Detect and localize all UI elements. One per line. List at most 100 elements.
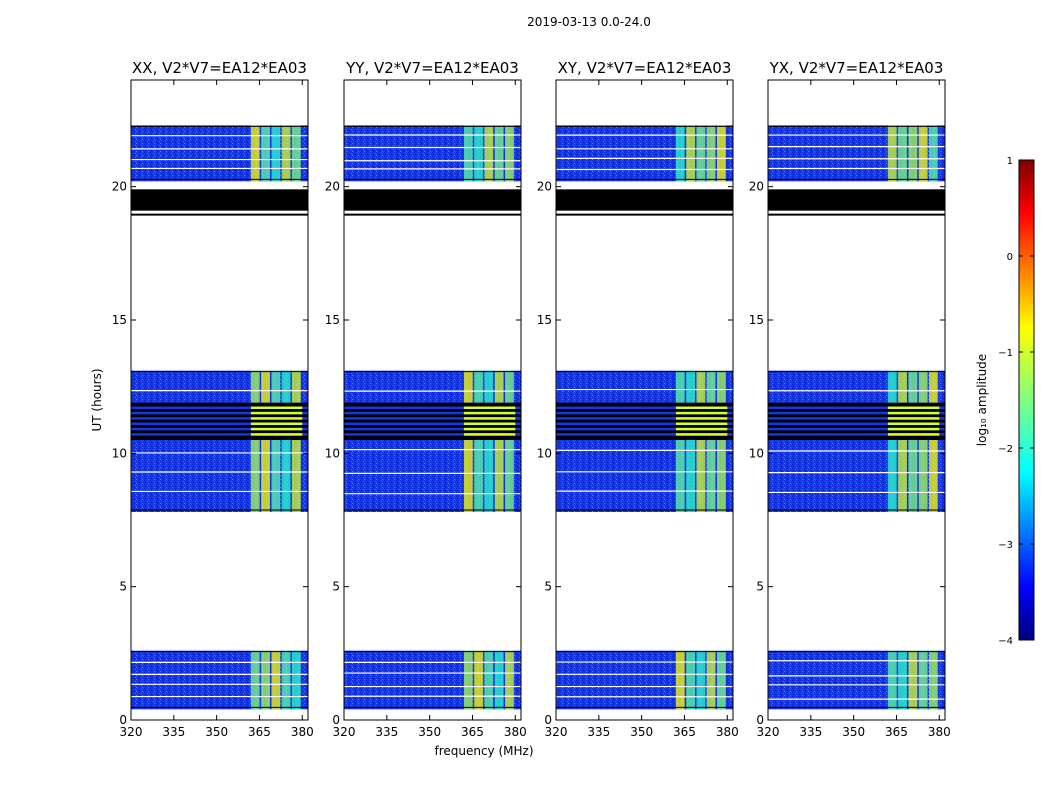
y-tick-label: 0 bbox=[756, 713, 764, 727]
signal-column bbox=[484, 650, 494, 710]
colorbar-tick-label: −4 bbox=[998, 636, 1013, 647]
signal-column bbox=[918, 650, 928, 710]
signal-column bbox=[887, 650, 897, 710]
x-axis-label: frequency (MHz) bbox=[434, 744, 533, 758]
signal-column bbox=[271, 650, 281, 710]
blanked-stripe bbox=[344, 427, 521, 431]
signal-column bbox=[250, 125, 260, 182]
blanked-stripe bbox=[463, 422, 516, 425]
blanked-region bbox=[768, 189, 945, 211]
x-tick-label: 350 bbox=[418, 725, 441, 739]
signal-column bbox=[292, 370, 301, 512]
signal-column bbox=[292, 650, 301, 710]
signal-column bbox=[463, 370, 473, 512]
blanked-stripe bbox=[768, 417, 945, 420]
blanked-stripe bbox=[556, 422, 733, 425]
signal-column bbox=[261, 650, 270, 710]
blanked-stripe bbox=[250, 411, 303, 415]
signal-column bbox=[494, 650, 504, 710]
x-tick-label: 350 bbox=[630, 725, 653, 739]
blanked-stripe bbox=[250, 406, 303, 409]
signal-column bbox=[675, 370, 685, 512]
y-tick-label: 0 bbox=[119, 713, 127, 727]
signal-column bbox=[271, 370, 281, 512]
x-tick-label: 380 bbox=[716, 725, 739, 739]
blanked-stripe bbox=[463, 417, 516, 420]
x-tick-label: 365 bbox=[885, 725, 908, 739]
signal-column bbox=[929, 370, 938, 512]
colorbar-tick-label: −3 bbox=[998, 540, 1013, 551]
signal-column bbox=[686, 125, 695, 182]
x-tick-label: 320 bbox=[333, 725, 356, 739]
signal-column bbox=[505, 125, 514, 182]
y-tick-label: 10 bbox=[325, 446, 340, 460]
data-block bbox=[768, 650, 945, 710]
blanked-stripe bbox=[887, 433, 940, 436]
signal-column bbox=[706, 125, 716, 182]
signal-column bbox=[929, 650, 938, 710]
panel-title: XX, V2*V7=EA12*EA03 bbox=[132, 59, 307, 77]
signal-column bbox=[717, 125, 726, 182]
blanked-stripe bbox=[344, 411, 521, 415]
data-block bbox=[768, 370, 945, 512]
panel-frame bbox=[555, 79, 734, 721]
y-tick-label: 20 bbox=[749, 180, 764, 194]
colorbar: 1 0 −1 −2 −3 −4 log₁₀ amplitude bbox=[975, 156, 1035, 647]
x-tick-label: 380 bbox=[928, 725, 951, 739]
y-tick-label: 10 bbox=[537, 446, 552, 460]
y-tick-label: 10 bbox=[112, 446, 127, 460]
signal-column bbox=[281, 370, 291, 512]
panel-frame bbox=[767, 79, 946, 721]
x-tick-label: 380 bbox=[504, 725, 527, 739]
blanked-stripe bbox=[131, 411, 308, 415]
signal-column bbox=[908, 370, 918, 512]
signal-column bbox=[494, 370, 504, 512]
signal-column bbox=[505, 650, 514, 710]
x-tick-label: 365 bbox=[673, 725, 696, 739]
blanked-stripe bbox=[131, 417, 308, 420]
y-tick-label: 10 bbox=[749, 446, 764, 460]
x-tick-label: 365 bbox=[461, 725, 484, 739]
signal-column bbox=[887, 370, 897, 512]
blanked-stripe bbox=[131, 433, 308, 436]
blanked-stripe bbox=[887, 427, 940, 431]
signal-column bbox=[271, 125, 281, 182]
x-tick-label: 335 bbox=[375, 725, 398, 739]
panel-yy: YY, V2*V7=EA12*EA03 320 335 350 365 380 0 5 10 15… bbox=[325, 59, 527, 739]
panel-title: YY, V2*V7=EA12*EA03 bbox=[345, 59, 519, 77]
x-tick-label: 320 bbox=[757, 725, 780, 739]
y-tick-label: 15 bbox=[537, 313, 552, 327]
panel-frame bbox=[343, 79, 522, 721]
signal-column bbox=[261, 125, 270, 182]
colorbar-tick-label: −2 bbox=[998, 444, 1013, 455]
signal-column bbox=[717, 370, 726, 512]
colorbar-tick-label: 1 bbox=[1007, 156, 1013, 167]
y-tick-label: 20 bbox=[537, 180, 552, 194]
blanked-stripe bbox=[556, 406, 733, 409]
blanked-region bbox=[344, 189, 521, 211]
blanked-stripe bbox=[250, 422, 303, 425]
y-axis-label: UT (hours) bbox=[90, 368, 104, 431]
signal-column bbox=[261, 370, 270, 512]
signal-column bbox=[474, 125, 483, 182]
blanked-stripe bbox=[344, 406, 521, 409]
x-tick-label: 380 bbox=[291, 725, 314, 739]
blanked-stripe bbox=[344, 433, 521, 436]
signal-column bbox=[675, 125, 685, 182]
blanked-stripe bbox=[556, 411, 733, 415]
x-tick-label: 320 bbox=[120, 725, 143, 739]
x-tick-label: 335 bbox=[162, 725, 185, 739]
blanked-stripe bbox=[556, 433, 733, 436]
data-block bbox=[556, 650, 733, 710]
blanked-stripe bbox=[556, 417, 733, 420]
panel-title: YX, V2*V7=EA12*EA03 bbox=[769, 59, 944, 77]
panel-xy: XY, V2*V7=EA12*EA03 320 335 350 365 380 0 5 10 15… bbox=[537, 59, 739, 739]
blanked-stripe bbox=[344, 417, 521, 420]
signal-column bbox=[898, 370, 907, 512]
y-tick-label: 20 bbox=[325, 180, 340, 194]
signal-column bbox=[505, 370, 514, 512]
data-block bbox=[768, 125, 945, 182]
blanked-stripe bbox=[250, 427, 303, 431]
blanked-stripe bbox=[344, 422, 521, 425]
blanked-stripe bbox=[675, 406, 728, 409]
